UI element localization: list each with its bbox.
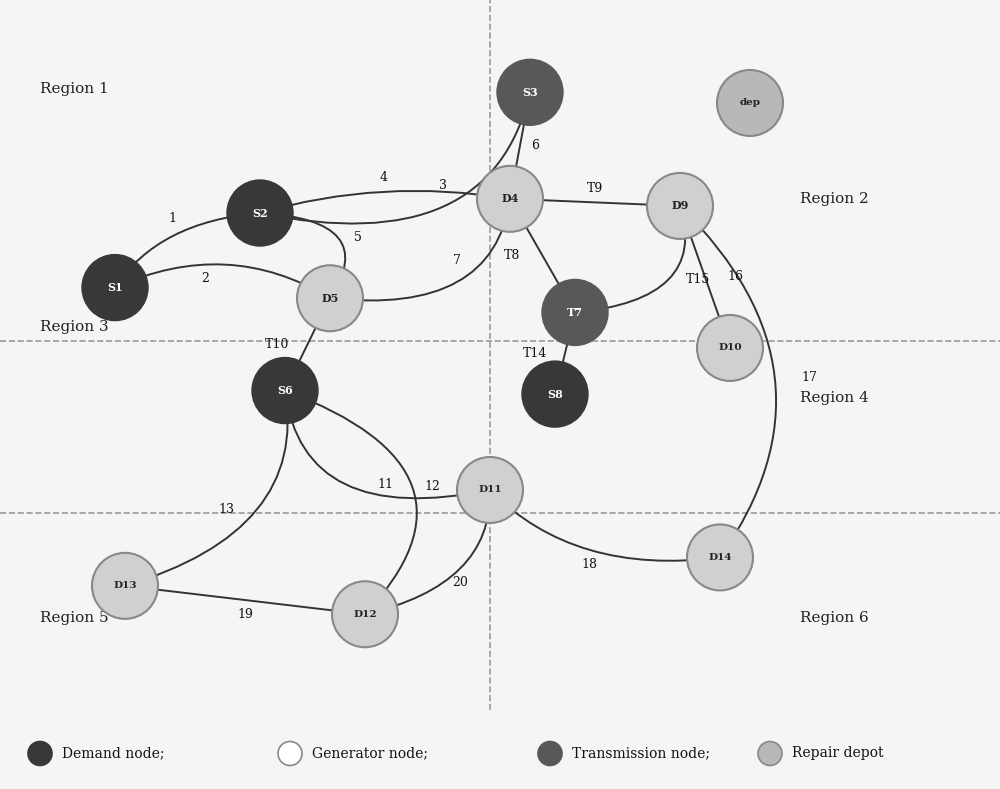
Ellipse shape [278,742,302,765]
Text: Region 4: Region 4 [800,391,869,405]
Text: S3: S3 [522,87,538,98]
Text: D14: D14 [708,553,732,562]
Ellipse shape [697,315,763,381]
Text: 3: 3 [439,179,447,192]
Ellipse shape [522,361,588,427]
Ellipse shape [647,173,713,239]
Text: S6: S6 [277,385,293,396]
Text: Region 2: Region 2 [800,192,869,206]
Text: dep: dep [740,99,761,107]
Text: 17: 17 [802,371,818,384]
Text: 5: 5 [354,231,362,245]
Text: T15: T15 [686,273,711,286]
Text: 16: 16 [727,271,743,283]
Ellipse shape [477,166,543,232]
Text: Region 3: Region 3 [40,320,109,334]
Text: Region 1: Region 1 [40,82,109,95]
Text: Generator node;: Generator node; [312,746,428,761]
Text: T7: T7 [567,307,583,318]
Text: D12: D12 [353,610,377,619]
Ellipse shape [542,279,608,346]
Text: 7: 7 [453,254,461,267]
Text: Demand node;: Demand node; [62,746,164,761]
Ellipse shape [252,357,318,424]
Ellipse shape [457,457,523,523]
Text: 11: 11 [377,478,393,491]
Text: D11: D11 [478,485,502,495]
Text: D5: D5 [321,293,339,304]
Text: T14: T14 [523,347,547,360]
Text: 19: 19 [237,608,253,621]
Ellipse shape [717,70,783,136]
Text: 18: 18 [582,558,598,570]
Ellipse shape [92,553,158,619]
Text: T9: T9 [587,181,603,195]
Ellipse shape [687,525,753,590]
Text: T8: T8 [504,249,521,262]
Ellipse shape [497,59,563,125]
Text: 12: 12 [424,481,440,493]
Text: 20: 20 [452,576,468,589]
Text: D10: D10 [718,343,742,353]
Text: S2: S2 [252,208,268,219]
Ellipse shape [28,742,52,765]
Text: Transmission node;: Transmission node; [572,746,710,761]
Text: Region 5: Region 5 [40,611,109,625]
Text: D4: D4 [501,193,519,204]
Ellipse shape [758,742,782,765]
Text: 2: 2 [201,272,209,286]
Text: 13: 13 [219,503,235,516]
Text: S8: S8 [547,389,563,399]
Text: Repair depot: Repair depot [792,746,884,761]
Text: Region 6: Region 6 [800,611,869,625]
Text: D9: D9 [671,200,689,211]
Text: D13: D13 [113,581,137,590]
Text: 4: 4 [379,171,387,184]
Text: T10: T10 [265,338,290,351]
Text: 1: 1 [169,211,177,225]
Text: S1: S1 [107,282,123,293]
Ellipse shape [227,180,293,246]
Ellipse shape [297,265,363,331]
Ellipse shape [82,255,148,320]
Text: 6: 6 [531,139,539,152]
Ellipse shape [332,581,398,647]
Ellipse shape [538,742,562,765]
